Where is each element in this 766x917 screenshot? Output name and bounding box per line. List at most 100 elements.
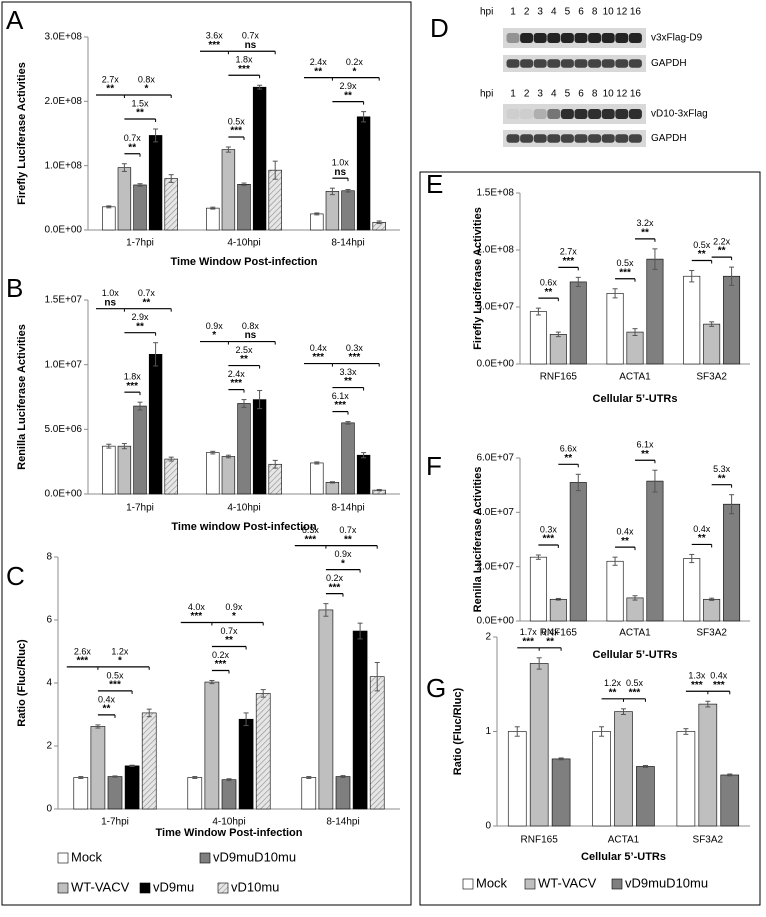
error-bar: [95, 724, 101, 729]
error-bar: [535, 554, 541, 560]
fold-change: 2.2x: [713, 236, 731, 246]
x-tick-label: ACTA1: [608, 835, 640, 846]
fold-change: 1.3x: [688, 671, 706, 681]
blot-band: [628, 109, 642, 119]
error-bar: [612, 288, 618, 299]
fold-change: 6.1x: [636, 440, 654, 450]
significance: **: [106, 84, 114, 95]
fold-change: 1.0x: [102, 288, 120, 298]
significance: ***: [562, 256, 574, 267]
error-bar: [555, 597, 561, 601]
significance: ***: [190, 611, 202, 622]
blot-band: [588, 109, 602, 119]
y-axis-title: Firefly Luciferase Activities: [16, 62, 28, 205]
timepoint-label: 4: [551, 7, 557, 18]
x-tick-label: 1-7hpi: [126, 503, 154, 514]
fold-change: 2.4x: [228, 369, 246, 379]
bar: [133, 184, 147, 231]
timepoint-label: 2: [524, 89, 530, 100]
error-bar: [121, 163, 127, 172]
bar: [237, 184, 251, 231]
blot-band: [533, 134, 547, 143]
bar: [529, 556, 547, 622]
blot-band: [574, 33, 588, 43]
bar: [301, 777, 317, 810]
error-bar: [345, 421, 351, 425]
timepoint-label: 12: [616, 7, 628, 18]
error-bar: [642, 765, 648, 768]
legend-label: vD9muD10mu: [213, 849, 296, 864]
error-bar: [210, 206, 216, 210]
significance: ***: [349, 352, 361, 363]
bar: [723, 275, 741, 365]
significance: **: [698, 249, 706, 260]
x-axis-title: Cellular 5’-UTRs: [593, 649, 678, 661]
timepoint-label: 1: [510, 89, 516, 100]
bar: [549, 598, 567, 622]
bar: [698, 703, 718, 827]
band-label: v3xFlag-D9: [651, 33, 703, 44]
bar: [569, 482, 587, 622]
significance: **: [344, 376, 352, 387]
error-bar: [709, 321, 715, 327]
significance: ***: [619, 267, 631, 278]
fold-change: 0.8x: [242, 321, 260, 331]
significance: ***: [334, 400, 346, 411]
error-bar: [558, 757, 564, 761]
error-bar: [345, 188, 351, 193]
x-tick-label: 1-7hpi: [101, 817, 129, 828]
significance: **: [128, 142, 136, 153]
fold-change: 1.2x: [604, 678, 622, 688]
blot-band: [560, 59, 574, 68]
fold-change: 0.3x: [540, 524, 558, 534]
error-bar: [153, 128, 159, 143]
blot-band: [601, 33, 615, 43]
band-label: vD10-3xFlag: [651, 109, 708, 120]
error-bar: [632, 595, 638, 601]
legend-swatch: [217, 882, 229, 894]
bar: [356, 116, 371, 231]
bar: [318, 609, 334, 810]
fold-change: 0.9x: [206, 321, 224, 331]
significance: **: [314, 66, 322, 77]
legend-swatch: [199, 852, 211, 864]
error-bar: [652, 248, 658, 270]
y-tick-label: 4.0E+07: [476, 507, 514, 518]
fold-change: 3.3x: [339, 367, 357, 377]
error-bar: [705, 700, 711, 708]
bar: [102, 445, 116, 495]
fold-change: 0.2x: [326, 573, 344, 583]
y-axis-title: Renilla Luciferase Activities: [472, 467, 484, 613]
bar: [268, 463, 282, 495]
legend-label: WT-VACV: [71, 879, 130, 894]
bar: [529, 311, 547, 365]
blot-band: [601, 109, 615, 119]
band-label: GAPDH: [651, 58, 687, 69]
bar: [507, 731, 527, 827]
error-bar: [729, 494, 735, 515]
significance: **: [240, 354, 248, 365]
y-axis-title: Firefly Luciferase Activities: [472, 207, 484, 350]
bar: [117, 445, 132, 495]
panel-letter: G: [426, 673, 446, 703]
x-tick-label: 8-14hpi: [326, 817, 359, 828]
legend-swatch: [462, 878, 474, 890]
blot-band: [588, 134, 602, 143]
bar: [206, 207, 220, 231]
x-tick-label: RNF165: [521, 835, 559, 846]
timepoint-label: 2: [524, 7, 530, 18]
y-tick-label: 0.0E+00: [476, 616, 514, 627]
hpi-label: hpi: [480, 89, 493, 100]
bar: [551, 758, 571, 827]
error-bar: [575, 473, 581, 492]
y-tick-label: 0: [485, 821, 491, 832]
error-bar: [612, 556, 618, 566]
y-tick-label: 5.0E+06: [44, 424, 82, 435]
bar: [592, 731, 611, 827]
fold-change: 1.0x: [332, 158, 350, 168]
bar: [720, 774, 740, 827]
fold-change: 0.9x: [334, 549, 352, 559]
blot-band: [574, 134, 588, 143]
y-tick-label: 2.0E+08: [44, 96, 82, 107]
